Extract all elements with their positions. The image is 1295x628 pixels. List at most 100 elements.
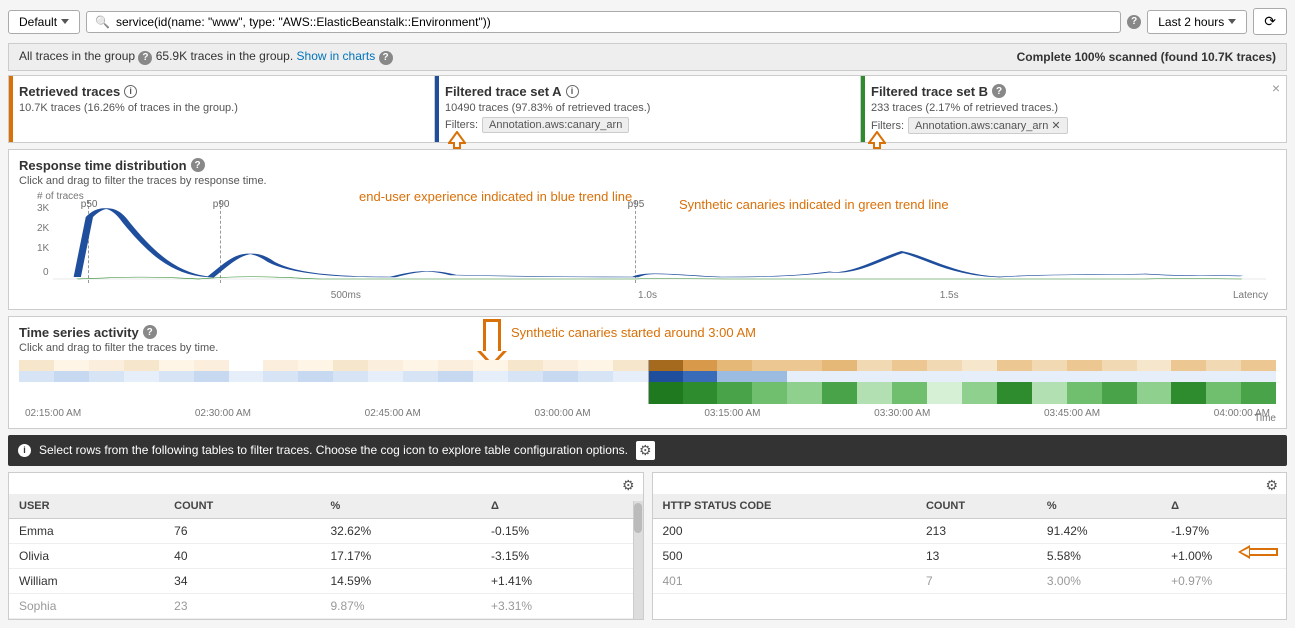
heat-cell[interactable] [403,360,438,382]
heat-cell[interactable] [19,360,54,382]
heat-cell[interactable] [822,360,857,382]
col-header[interactable]: Δ [481,494,642,519]
search-input[interactable] [116,15,1112,29]
gear-icon[interactable] [622,479,635,493]
heat-cell[interactable] [263,382,298,404]
info-icon[interactable]: i [124,85,137,98]
col-header[interactable]: % [321,494,482,519]
info-icon[interactable]: i [566,85,579,98]
heat-cell[interactable] [473,382,508,404]
help-icon[interactable]: ? [143,325,157,339]
scrollbar-thumb[interactable] [634,503,642,533]
col-header[interactable]: % [1037,494,1161,519]
heat-cell[interactable] [1032,382,1067,404]
refresh-button[interactable] [1253,8,1287,35]
heat-cell[interactable] [229,382,264,404]
heat-cell[interactable] [962,382,997,404]
gear-icon[interactable] [1265,479,1278,493]
heat-cell[interactable] [1137,360,1172,382]
heat-cell[interactable] [194,382,229,404]
heat-cell[interactable] [159,382,194,404]
heat-cell[interactable] [124,360,159,382]
heat-cell[interactable] [403,382,438,404]
heat-cell[interactable] [124,382,159,404]
table-row[interactable]: Olivia4017.17%-3.15% [9,543,643,568]
filter-chip[interactable]: Annotation.aws:canary_arn [482,117,629,133]
help-icon[interactable]: ? [379,51,393,65]
heat-cell[interactable] [1171,382,1206,404]
help-icon[interactable]: ? [992,84,1006,98]
heat-cell[interactable] [89,382,124,404]
heat-cell[interactable] [997,360,1032,382]
heat-cell[interactable] [1137,382,1172,404]
heat-cell[interactable] [508,360,543,382]
heat-cell[interactable] [543,382,578,404]
search-box[interactable] [86,11,1121,33]
filter-chip[interactable]: Annotation.aws:canary_arn ✕ [908,117,1068,134]
heat-cell[interactable] [1206,382,1241,404]
heat-cell[interactable] [752,360,787,382]
heat-cell[interactable] [578,382,613,404]
heat-cell[interactable] [683,360,718,382]
close-icon[interactable]: × [1272,80,1280,96]
col-header[interactable]: Δ [1161,494,1286,519]
heat-cell[interactable] [1067,360,1102,382]
heat-cell[interactable] [54,360,89,382]
heat-cell[interactable] [648,360,683,382]
heat-cell[interactable] [927,382,962,404]
heat-cell[interactable] [1171,360,1206,382]
heat-cell[interactable] [159,360,194,382]
heat-cell[interactable] [717,360,752,382]
heat-cell[interactable] [473,360,508,382]
heat-cell[interactable] [194,360,229,382]
heat-cell[interactable] [263,360,298,382]
heat-cell[interactable] [1102,360,1137,382]
heat-cell[interactable] [857,360,892,382]
heat-cell[interactable] [613,360,648,382]
heat-cell[interactable] [578,360,613,382]
heat-cell[interactable] [787,382,822,404]
heat-cell[interactable] [683,382,718,404]
heat-cell[interactable] [543,360,578,382]
heat-cell[interactable] [892,382,927,404]
heat-cell[interactable] [368,382,403,404]
heat-cell[interactable] [89,360,124,382]
col-header[interactable]: USER [9,494,164,519]
table-row[interactable]: William3414.59%+1.41% [9,568,643,593]
heat-cell[interactable] [1241,382,1276,404]
heat-cell[interactable] [717,382,752,404]
heat-cell[interactable] [962,360,997,382]
heat-cell[interactable] [857,382,892,404]
table-row[interactable]: 40173.00%+0.97% [653,568,1287,593]
help-icon[interactable]: ? [138,51,152,65]
col-header[interactable]: HTTP STATUS CODE [653,494,916,519]
col-header[interactable]: COUNT [164,494,320,519]
heat-cell[interactable] [19,382,54,404]
heat-cell[interactable] [822,382,857,404]
table-row[interactable]: 20021391.42%-1.97% [653,518,1287,543]
heat-cell[interactable] [927,360,962,382]
heat-cell[interactable] [438,382,473,404]
heat-cell[interactable] [368,360,403,382]
heat-cell[interactable] [229,360,264,382]
heat-cell[interactable] [333,382,368,404]
table-row[interactable]: Sophia239.87%+3.31% [9,593,643,618]
heat-cell[interactable] [997,382,1032,404]
table-row[interactable]: Emma7632.62%-0.15% [9,518,643,543]
heat-cell[interactable] [298,360,333,382]
heat-cell[interactable] [648,382,683,404]
heat-cell[interactable] [438,360,473,382]
heat-cell[interactable] [508,382,543,404]
timerange-dropdown[interactable]: Last 2 hours [1147,10,1247,34]
heat-cell[interactable] [333,360,368,382]
heat-cell[interactable] [1102,382,1137,404]
table-row[interactable]: 500135.58%+1.00% [653,543,1287,568]
heat-cell[interactable] [54,382,89,404]
show-in-charts-link[interactable]: Show in charts [297,49,376,63]
distribution-chart[interactable]: # of traces 3K 2K 1K 0 p50 p90 p95 500ms… [19,191,1276,301]
heat-cell[interactable] [1032,360,1067,382]
gear-icon[interactable] [636,441,655,460]
col-header[interactable]: COUNT [916,494,1037,519]
heat-cell[interactable] [1067,382,1102,404]
heat-cell[interactable] [298,382,333,404]
